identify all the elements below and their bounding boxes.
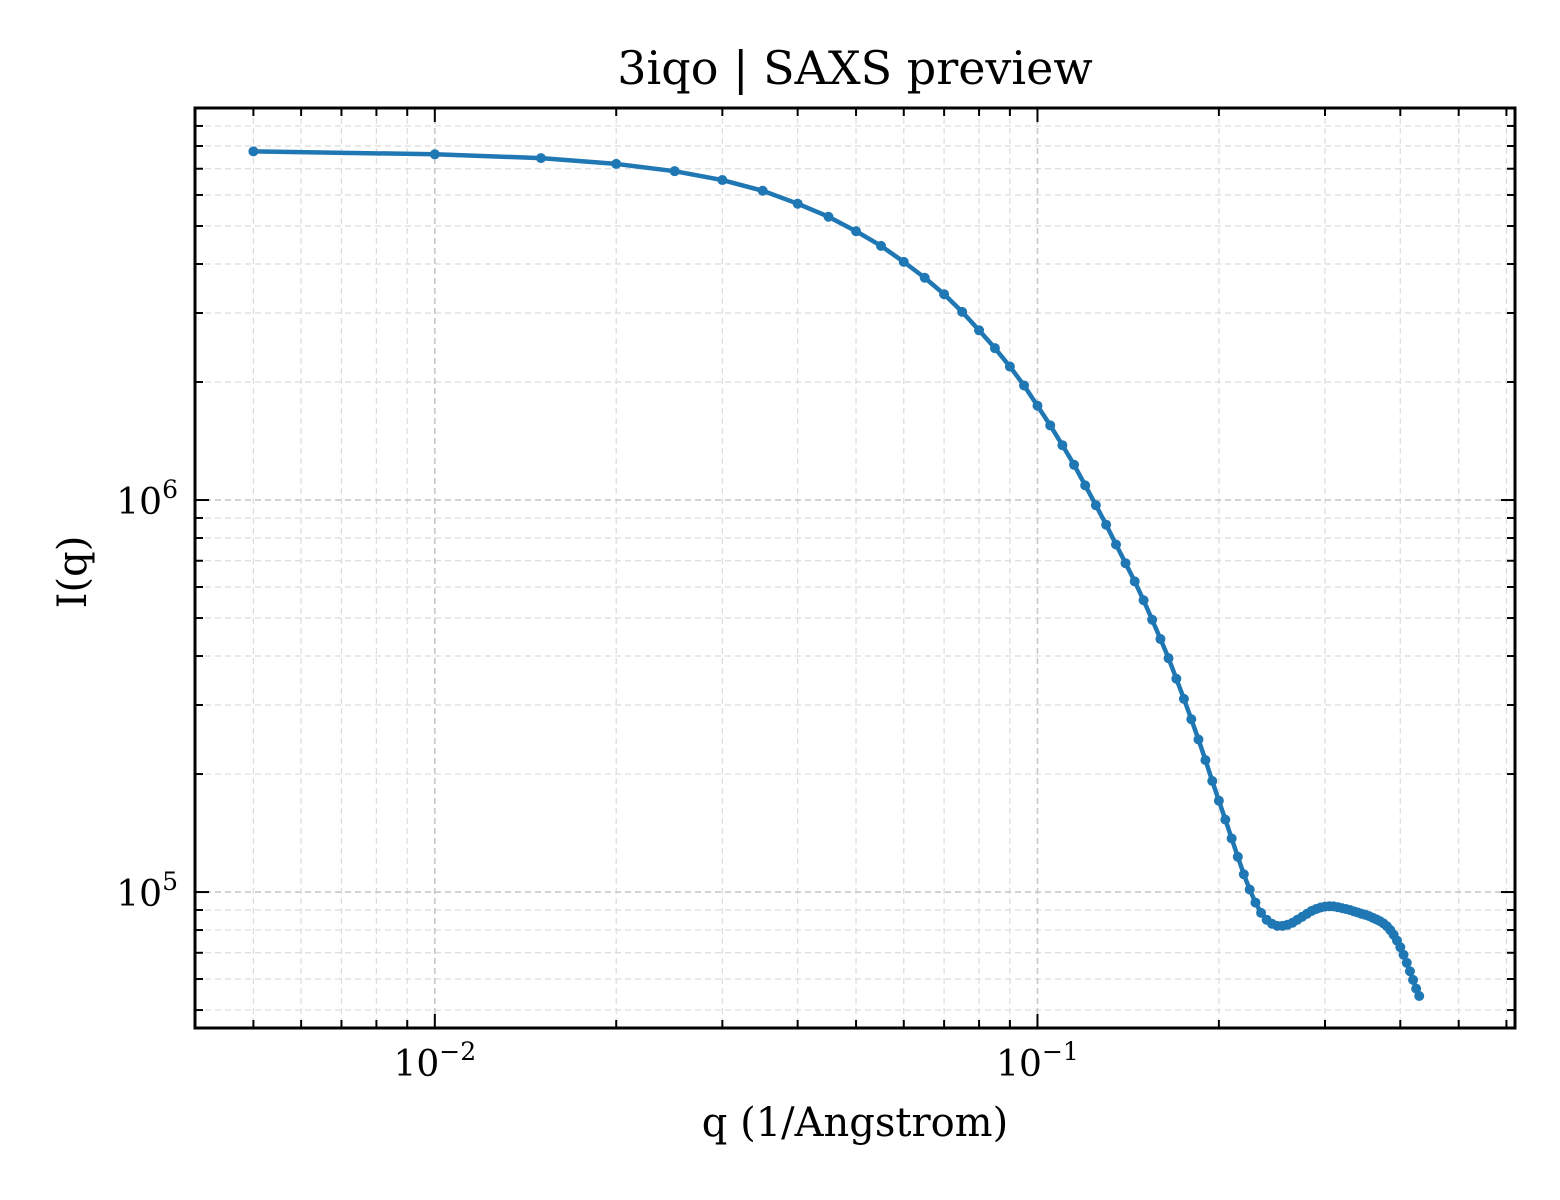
data-point bbox=[535, 153, 546, 164]
data-point bbox=[1155, 634, 1166, 645]
x-tick-label: 10−1 bbox=[996, 1037, 1079, 1085]
y-axis-label: I(q) bbox=[50, 536, 96, 609]
data-point bbox=[1395, 942, 1406, 953]
data-point bbox=[1057, 440, 1068, 451]
data-point bbox=[1232, 851, 1243, 862]
data-point bbox=[1101, 519, 1112, 530]
data-point bbox=[1404, 966, 1415, 977]
tick-labels: 10−2 10−1 105 106 bbox=[116, 475, 1079, 1085]
y-tick-label: 105 bbox=[116, 867, 178, 915]
data-point bbox=[1200, 755, 1211, 766]
data-point bbox=[1220, 814, 1231, 825]
data-point bbox=[1090, 500, 1101, 511]
data-point bbox=[1238, 869, 1249, 880]
data-point bbox=[1138, 595, 1149, 606]
data-point bbox=[1171, 673, 1182, 684]
data-point bbox=[792, 198, 803, 209]
data-point bbox=[1069, 459, 1080, 470]
chart-title: 3iqo | SAXS preview bbox=[617, 41, 1092, 95]
data-point bbox=[851, 226, 862, 237]
data-point bbox=[1045, 420, 1056, 431]
data-point bbox=[1019, 380, 1030, 391]
data-point bbox=[429, 149, 440, 160]
data-point bbox=[919, 272, 930, 283]
data-point bbox=[974, 325, 985, 336]
data-point bbox=[1186, 714, 1197, 725]
y-tick-label: 106 bbox=[116, 475, 178, 523]
data-point bbox=[1004, 361, 1015, 372]
data-point bbox=[989, 343, 1000, 354]
data-point bbox=[1129, 576, 1140, 587]
plot-frame bbox=[193, 106, 1517, 1030]
data-point bbox=[1256, 907, 1267, 918]
data-point bbox=[669, 166, 680, 177]
data-point bbox=[957, 306, 968, 317]
data-point bbox=[1250, 897, 1261, 908]
data-point bbox=[1414, 991, 1425, 1002]
data-point bbox=[1032, 400, 1043, 411]
data-point bbox=[823, 211, 834, 222]
data-point bbox=[1213, 795, 1224, 806]
data-point bbox=[1244, 884, 1255, 895]
data-point bbox=[1111, 539, 1122, 550]
data-point bbox=[1120, 558, 1131, 569]
data-point bbox=[876, 240, 886, 251]
x-axis-label: q (1/Angstrom) bbox=[702, 1100, 1008, 1146]
data-point bbox=[1226, 833, 1237, 844]
data-point bbox=[611, 158, 622, 169]
axis-ticks bbox=[194, 107, 1515, 1028]
minor-grid bbox=[194, 108, 1515, 1028]
x-tick-label: 10−2 bbox=[393, 1037, 476, 1085]
data-point bbox=[1178, 693, 1189, 704]
data-point bbox=[1193, 734, 1204, 745]
data-point bbox=[1401, 957, 1412, 968]
data-point bbox=[717, 175, 728, 186]
series-layer bbox=[248, 146, 1425, 1002]
data-point bbox=[939, 289, 950, 300]
data-point bbox=[898, 256, 909, 267]
data-point bbox=[248, 146, 259, 157]
data-point bbox=[1408, 974, 1419, 985]
data-point bbox=[1147, 614, 1158, 625]
data-point bbox=[1080, 480, 1091, 491]
data-point bbox=[1207, 775, 1218, 786]
data-point bbox=[1398, 949, 1409, 960]
data-point bbox=[757, 185, 768, 196]
data-point bbox=[1163, 653, 1174, 664]
